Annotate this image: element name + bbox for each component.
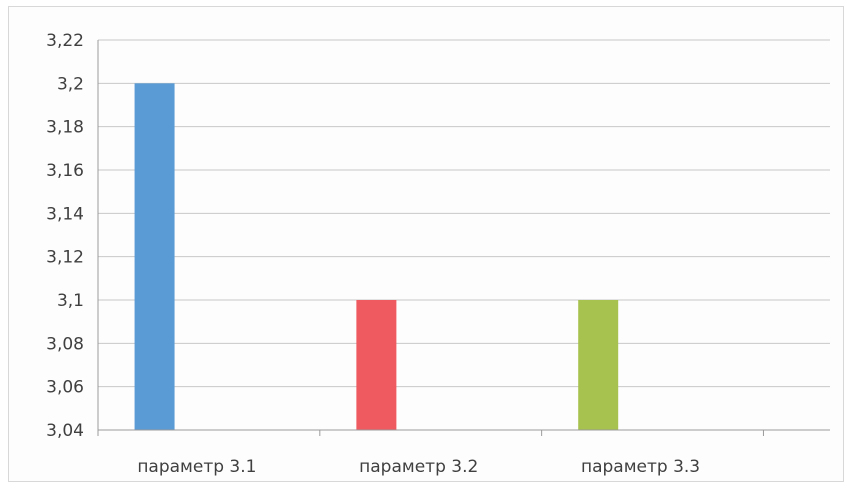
y-tick-label: 3,14 (46, 204, 84, 224)
axes (97, 40, 830, 436)
x-category-label: параметр 3.1 (137, 457, 256, 477)
y-tick-label: 3,06 (46, 378, 84, 398)
y-tick-label: 3,16 (46, 161, 84, 181)
y-tick-label: 3,08 (46, 334, 84, 354)
bar-1 (134, 83, 175, 430)
gridlines (98, 39, 830, 388)
y-tick-label: 3,1 (57, 291, 84, 311)
x-category-label: параметр 3.3 (581, 457, 700, 477)
y-tick-label: 3,12 (46, 248, 84, 268)
bars (134, 83, 619, 430)
bar-3 (578, 300, 619, 430)
bar-2 (356, 300, 397, 430)
x-category-labels: параметр 3.1 параметр 3.2 параметр 3.3 (137, 457, 700, 477)
y-tick-label: 3,04 (46, 421, 84, 441)
y-tick-label: 3,22 (46, 31, 84, 51)
y-tick-label: 3,18 (46, 118, 84, 138)
x-category-label: параметр 3.2 (359, 457, 478, 477)
y-tick-labels: 3,04 3,06 3,08 3,1 3,12 3,14 3,16 3,18 3,2 3,22 (46, 31, 84, 441)
y-tick-label: 3,2 (57, 74, 84, 94)
